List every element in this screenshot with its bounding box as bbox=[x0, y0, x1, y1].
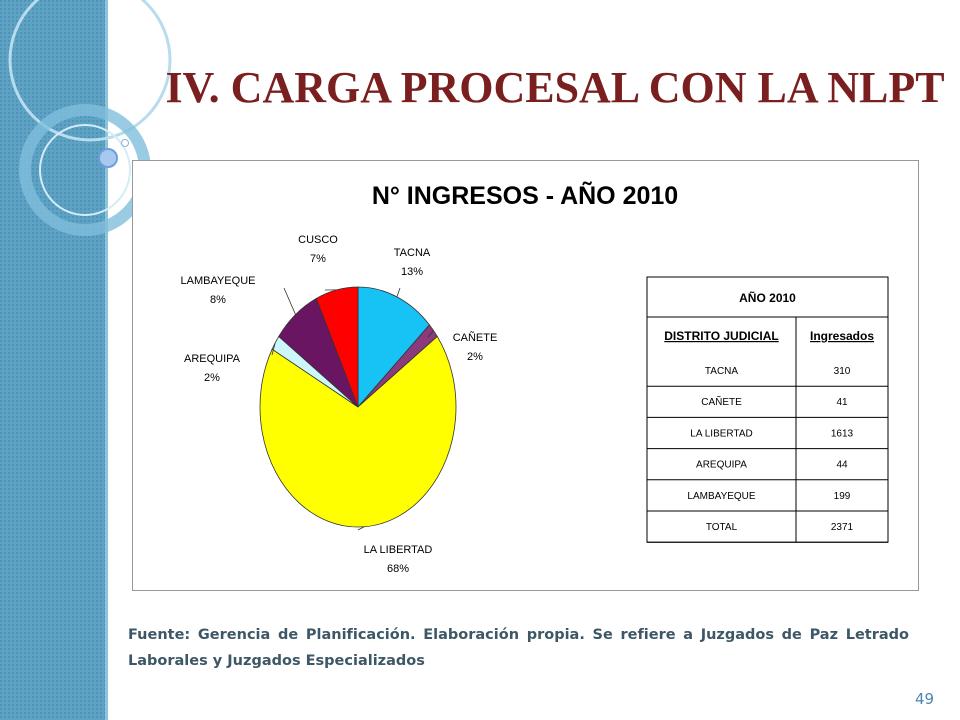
table-cell: 199 bbox=[834, 491, 851, 502]
chart-frame bbox=[132, 160, 919, 591]
leader-line bbox=[271, 342, 276, 356]
table-cell: LAMBAYEQUE bbox=[687, 491, 755, 502]
page-number: 49 bbox=[915, 690, 935, 708]
slice-value-label: 68% bbox=[387, 563, 409, 575]
chart: N° INGRESOS - AÑO 2010 TACNA 13% CAÑETE 2% L… bbox=[132, 160, 919, 591]
leader-line bbox=[357, 526, 365, 531]
slice-value-label: 2% bbox=[204, 372, 220, 384]
leader-line bbox=[396, 287, 401, 298]
slice-value-label: 2% bbox=[467, 351, 483, 363]
slice-label: CUSCO bbox=[298, 234, 338, 246]
pie-slice bbox=[259, 335, 457, 528]
table-cell: TOTAL bbox=[706, 522, 738, 533]
leader-line bbox=[427, 330, 434, 338]
slice-label: AREQUIPA bbox=[184, 353, 241, 365]
table-cell: 2371 bbox=[831, 522, 854, 533]
table-header: DISTRITO JUDICIAL bbox=[664, 329, 778, 343]
table-cell: 44 bbox=[836, 460, 848, 471]
table-title: AÑO 2010 bbox=[739, 290, 796, 305]
table-cell: 310 bbox=[834, 366, 851, 377]
table-cell: CAÑETE bbox=[701, 395, 742, 408]
table-cell: 1613 bbox=[831, 428, 854, 439]
source-note: Fuente: Gerencia de Planificación. Elabo… bbox=[128, 627, 909, 669]
table: AÑO 2010 DISTRITO JUDICIAL Ingresados TACNA… bbox=[646, 276, 889, 543]
slice-value-label: 13% bbox=[401, 266, 423, 278]
table-cell: TACNA bbox=[705, 366, 738, 377]
leader-line bbox=[283, 287, 296, 315]
table-cell: LA LIBERTAD bbox=[690, 428, 752, 439]
chart-title: N° INGRESOS - AÑO 2010 bbox=[372, 180, 678, 210]
slide-title: IV. CARGA PROCESAL CON LA NLPT bbox=[165, 63, 945, 112]
pie-slice bbox=[315, 286, 359, 408]
table-cell: AREQUIPA bbox=[696, 460, 747, 471]
pie: TACNA 13% CAÑETE 2% LA LIBERTAD 68% AREQUIPA 2%… bbox=[181, 234, 498, 575]
slice-value-label: 8% bbox=[210, 294, 226, 306]
slice-label: CAÑETE bbox=[453, 331, 498, 344]
slice-label: TACNA bbox=[394, 247, 431, 259]
slice-label: LAMBAYEQUE bbox=[181, 275, 256, 287]
pie-slice bbox=[357, 286, 430, 409]
table-header: Ingresados bbox=[810, 329, 874, 343]
table-cell: 41 bbox=[836, 397, 848, 408]
slice-value-label: 7% bbox=[310, 253, 326, 265]
slice-label: LA LIBERTAD bbox=[364, 544, 433, 556]
